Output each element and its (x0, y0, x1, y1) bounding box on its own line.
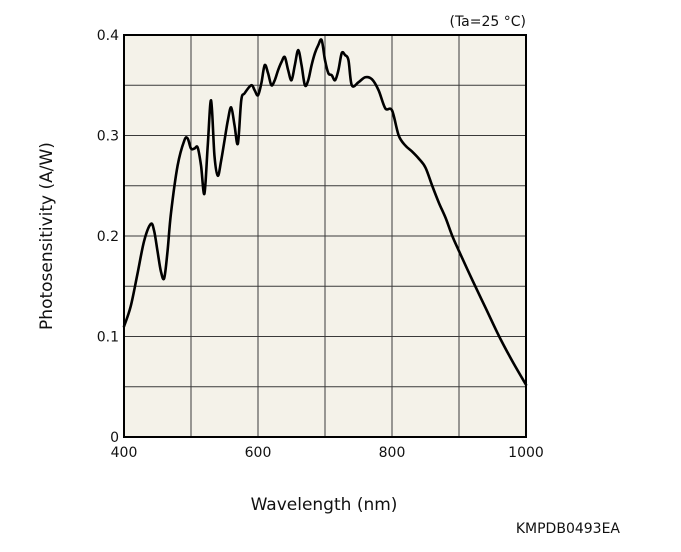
x-tick-label: 600 (245, 445, 272, 461)
x-tick-label: 800 (379, 445, 406, 461)
photosensitivity-curve (122, 38, 528, 387)
temperature-condition: (Ta=25 °C) (449, 14, 526, 30)
y-tick-label: 0.2 (97, 229, 119, 245)
x-tick-label: 1000 (508, 445, 544, 461)
x-tick-label: 400 (111, 445, 138, 461)
plot-frame (123, 34, 527, 438)
tick-labels: 400 600 800 1000 0 0.1 0.2 0.3 0.4 (97, 28, 544, 461)
figure-code: KMPDB0493EA (516, 521, 621, 537)
y-tick-label: 0.1 (97, 330, 119, 346)
x-axis-title: Wavelength (nm) (251, 495, 398, 515)
y-tick-label: 0.3 (97, 129, 119, 145)
y-tick-label: 0.4 (97, 28, 119, 44)
y-tick-label: 0 (110, 430, 119, 446)
y-axis-title: Photosensitivity (A/W) (37, 142, 57, 330)
